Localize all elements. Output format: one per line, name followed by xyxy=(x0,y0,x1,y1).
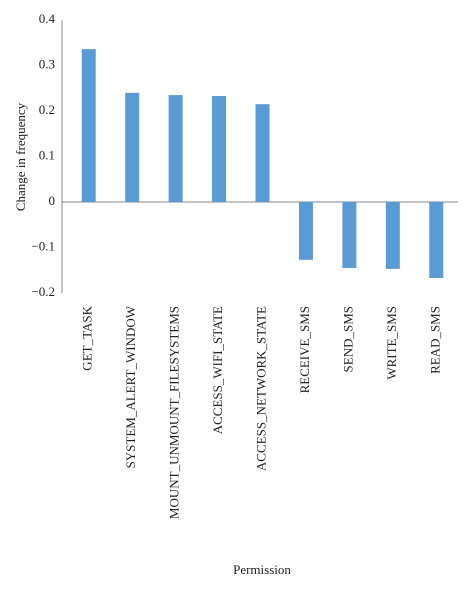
x-tick-label: MOUNT_UNMOUNT_FILESYSTEMS xyxy=(167,306,182,519)
bar xyxy=(255,104,270,202)
y-tick-label: 0.2 xyxy=(39,102,55,117)
x-tick-label: SEND_SMS xyxy=(340,306,355,372)
x-tick-label: READ_SMS xyxy=(427,306,442,374)
y-tick-label: 0.4 xyxy=(39,11,56,26)
bar xyxy=(385,202,400,269)
x-tick-label: ACCESS_WIFI_STATE xyxy=(210,306,225,434)
bar xyxy=(342,202,357,268)
y-tick-label: −0.2 xyxy=(31,284,55,299)
y-tick-label: 0 xyxy=(49,193,56,208)
x-axis-title: Permission xyxy=(233,562,291,577)
bar xyxy=(168,95,183,202)
bar xyxy=(81,49,96,203)
x-tick-label: WRITE_SMS xyxy=(384,306,399,380)
x-tick-label: RECEIVE_SMS xyxy=(297,306,312,393)
bar xyxy=(125,92,140,202)
bar xyxy=(298,202,313,260)
bar xyxy=(212,95,227,202)
y-tick-label: −0.1 xyxy=(31,238,55,253)
y-tick-label: 0.3 xyxy=(39,56,55,71)
x-tick-label: GET_TASK xyxy=(80,305,95,370)
y-axis-title: Change in frequency xyxy=(13,102,28,211)
bar xyxy=(429,202,444,278)
y-tick-label: 0.1 xyxy=(39,147,55,162)
x-tick-label: SYSTEM_ALERT_WINDOW xyxy=(123,305,138,468)
x-tick-label: ACCESS_NETWORK_STATE xyxy=(253,306,268,471)
